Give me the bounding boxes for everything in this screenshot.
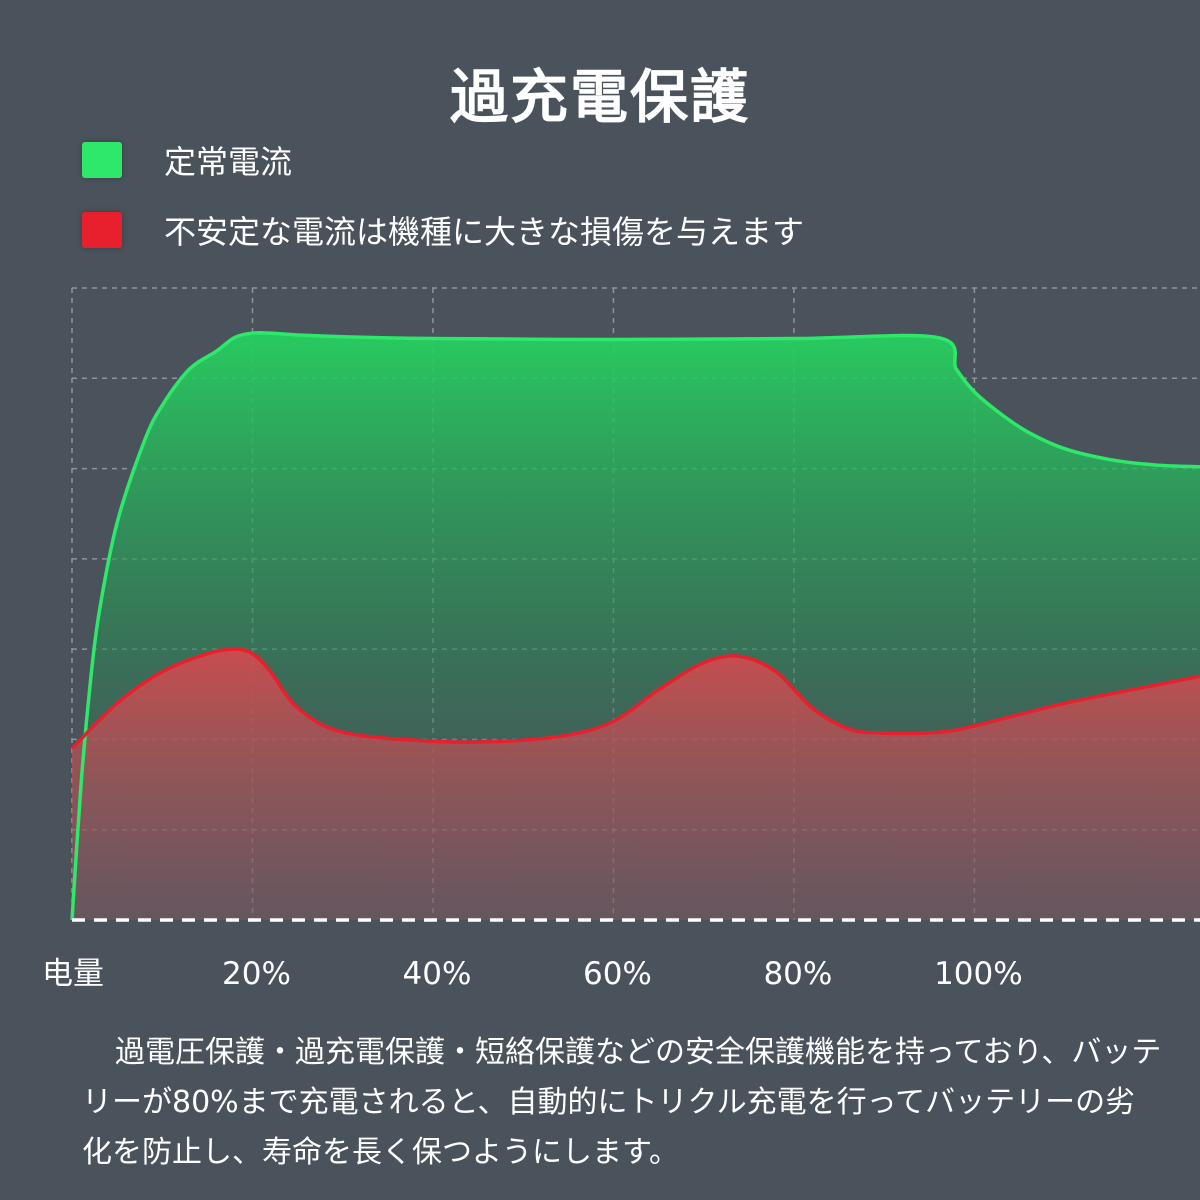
unstable-current-area [72,649,1200,920]
unstable-current-line [70,647,1200,750]
description-text: 過電圧保護・過充電保護・短絡保護などの安全保護機能を持っており、バッテリーが80… [82,1035,1162,1170]
lines [70,330,1200,921]
legend-item-unstable-current: 不安定な電流は機種に大きな損傷を与えます [82,208,804,252]
x-tick-label: 60% [583,956,652,992]
legend-label: 定常電流 [164,143,293,181]
x-axis: 电量 20% 40% 60% 80% 100% [42,918,1200,992]
legend-swatch-red [82,212,122,248]
x-tick-label: 20% [222,956,291,992]
x-axis-label: 电量 [42,956,104,992]
legend-label: 不安定な電流は機種に大きな損傷を与えます [164,213,805,251]
legend-swatch-green [82,142,122,178]
chart-plot: 电量 20% 40% 60% 80% 100% [42,287,1200,992]
x-tick-label: 40% [403,956,472,992]
areas [72,332,1200,921]
legend-item-stable-current: 定常電流 [82,138,292,182]
stable-current-line [70,330,1200,921]
chart-title: 過充電保護 [449,63,750,131]
x-tick-label: 100% [934,956,1023,992]
x-tick-label: 80% [763,956,832,992]
